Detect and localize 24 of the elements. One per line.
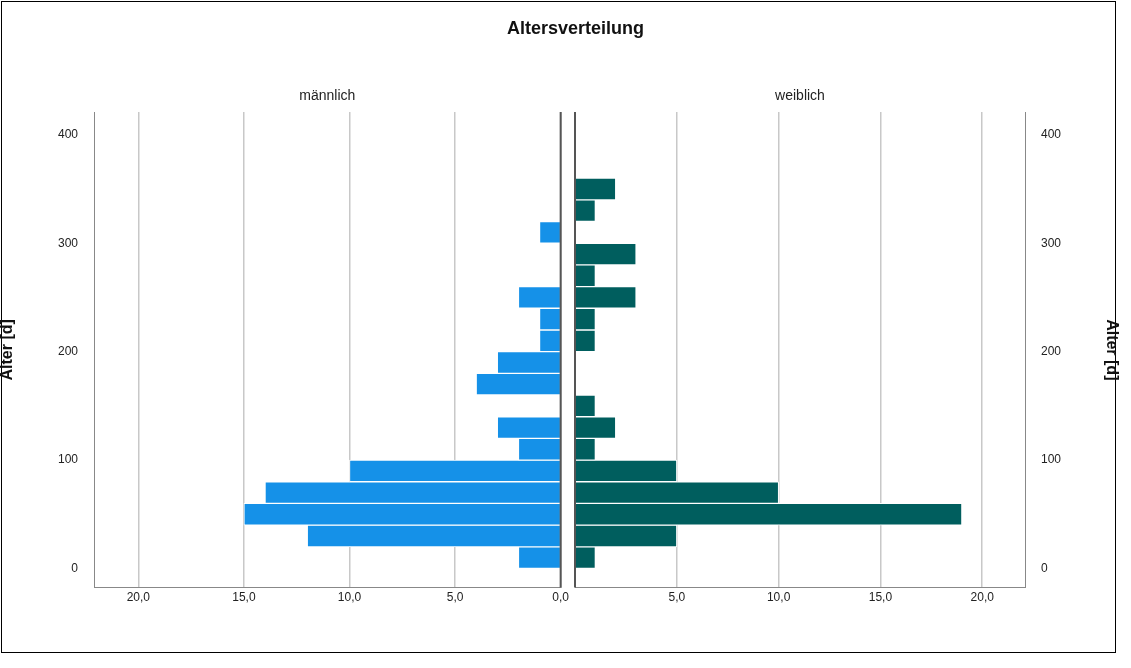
chart-subtitle: weiblich	[774, 87, 825, 103]
y-tick-label: 100	[57, 452, 79, 467]
x-tick-label: 15,0	[868, 590, 893, 605]
y-tick-label: 400	[57, 127, 79, 142]
x-tick-label: 0,0	[552, 590, 570, 605]
x-tick-label: 15,0	[232, 590, 256, 605]
y-tick-label: 100	[1041, 452, 1062, 467]
chart-title: Altersverteilung	[505, 18, 645, 39]
x-tick-label: 20,0	[126, 590, 151, 605]
y-tick-label: 0	[1041, 560, 1048, 575]
x-tick-label: 20,0	[970, 590, 995, 605]
x-tick-label: 10,0	[766, 590, 791, 605]
y-axis-title: Alter [d]	[1103, 319, 1121, 381]
y-tick-label: 300	[57, 235, 79, 250]
x-tick-label: 5,0	[668, 590, 686, 605]
y-tick-label: 200	[1041, 343, 1062, 358]
y-tick-label: 200	[57, 343, 79, 358]
y-tick-label: 300	[1041, 235, 1062, 250]
y-tick-label: 0	[71, 560, 79, 575]
x-tick-label: 10,0	[337, 590, 362, 605]
x-tick-label: 5,0	[446, 590, 464, 605]
chart-subtitle: männlich	[299, 87, 356, 103]
y-axis-title: Alter [d]	[0, 319, 16, 381]
y-tick-label: 400	[1041, 127, 1062, 142]
